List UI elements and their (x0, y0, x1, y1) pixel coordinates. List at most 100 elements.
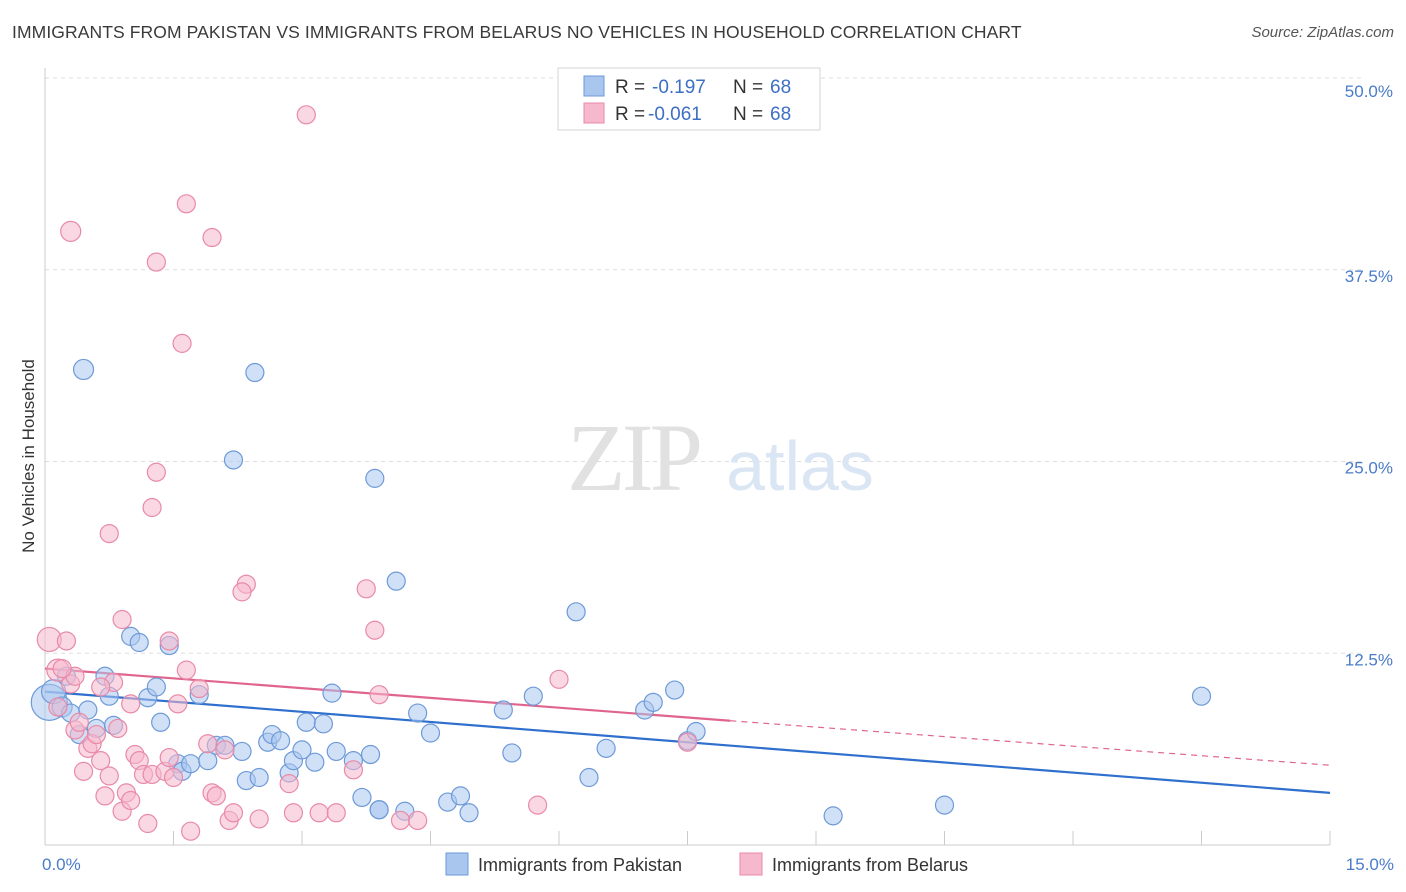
belarus-point-62 (365, 620, 385, 640)
belarus-point-58 (232, 582, 252, 602)
series-belarus (36, 105, 698, 841)
belarus-point-61 (159, 631, 179, 651)
pakistan-point-52 (596, 738, 616, 758)
belarus-point-2 (56, 631, 77, 651)
y-tick-label-2: 37.5% (1345, 267, 1393, 286)
belarus-point-49 (146, 252, 166, 272)
belarus-point-29 (189, 678, 209, 699)
y-axis-label: No Vehicles in Household (19, 359, 38, 553)
pakistan-point-24 (232, 741, 252, 762)
belarus-point-64 (48, 697, 68, 717)
pakistan-point-60 (72, 358, 95, 381)
pakistan-point-64 (386, 571, 406, 591)
belarus-point-45 (527, 795, 548, 815)
legend-n-value-pakistan: 68 (770, 77, 791, 98)
belarus-point-51 (202, 227, 222, 248)
legend-r-label-pakistan: R = (615, 77, 645, 98)
belarus-point-36 (249, 809, 269, 829)
belarus-point-66 (91, 677, 111, 697)
legend-n-label-belarus: N = (733, 104, 763, 125)
watermark: ZIP atlas (567, 404, 874, 511)
belarus-point-63 (52, 658, 72, 679)
x-tick-label-1: 15.0% (1346, 855, 1394, 874)
belarus-point-56 (99, 523, 119, 544)
belarus-point-60 (112, 609, 132, 630)
pakistan-point-15 (151, 712, 171, 732)
belarus-point-48 (60, 220, 82, 242)
pakistan-point-26 (249, 767, 269, 788)
pakistan-point-33 (296, 712, 316, 732)
belarus-point-14 (108, 718, 128, 739)
belarus-point-24 (159, 747, 179, 768)
legend-r-value-belarus: -0.061 (648, 104, 702, 125)
pakistan-point-46 (450, 786, 471, 806)
belarus-point-30 (198, 734, 218, 754)
belarus-point-52 (296, 105, 316, 125)
belarus-point-12 (99, 766, 119, 786)
belarus-point-50 (176, 194, 196, 214)
watermark-zip: ZIP (567, 404, 700, 511)
belarus-point-55 (142, 497, 162, 518)
chart-title: IMMIGRANTS FROM PAKISTAN VS IMMIGRANTS F… (12, 22, 1022, 42)
belarus-point-25 (163, 767, 184, 788)
belarus-point-27 (176, 660, 196, 680)
pakistan-point-43 (408, 703, 428, 723)
pakistan-point-50 (523, 686, 543, 706)
pakistan-point-61 (245, 362, 265, 383)
pakistan-point-66 (1191, 686, 1212, 706)
pakistan-point-36 (322, 683, 342, 703)
belarus-point-59 (356, 579, 376, 599)
pakistan-point-40 (360, 744, 381, 765)
pakistan-point-37 (326, 741, 346, 762)
pakistan-point-47 (459, 803, 479, 823)
belarus-point-28 (181, 821, 201, 841)
pakistan-point-51 (579, 767, 599, 788)
belarus-point-65 (69, 712, 89, 732)
legend-swatch-belarus (583, 102, 605, 124)
legend-swatch-pakistan (583, 75, 605, 97)
legend-r-value-pakistan: -0.197 (652, 77, 706, 98)
bottom-legend: Immigrants from Pakistan Immigrants from… (445, 852, 968, 876)
belarus-point-10 (91, 751, 111, 771)
belarus-point-37 (279, 774, 299, 794)
belarus-point-6 (73, 761, 94, 781)
legend-n-label-pakistan: N = (733, 77, 763, 98)
bottom-legend-label-pakistan: Immigrants from Pakistan (478, 855, 682, 875)
belarus-point-67 (121, 694, 141, 714)
belarus-point-41 (343, 760, 363, 780)
tick-labels: 12.5% 25.0% 37.5% 50.0% 0.0% 15.0% (42, 82, 1394, 874)
grid-lines (45, 77, 1365, 654)
belarus-point-17 (121, 790, 141, 811)
trend-line-dashed-belarus (730, 720, 1331, 766)
bottom-legend-label-belarus: Immigrants from Belarus (772, 855, 968, 875)
source-label: Source: ZipAtlas.com (1251, 24, 1394, 41)
belarus-point-42 (369, 685, 389, 705)
pakistan-point-29 (270, 731, 291, 751)
pakistan-point-19 (181, 754, 201, 774)
belarus-point-35 (223, 803, 244, 823)
belarus-point-32 (206, 786, 226, 806)
belarus-point-33 (215, 740, 235, 760)
pakistan-point-32 (292, 740, 312, 760)
pakistan-point-58 (823, 806, 843, 826)
pakistan-point-14 (146, 677, 166, 697)
belarus-point-47 (677, 732, 698, 752)
legend-r-label-belarus: R = (615, 104, 645, 125)
belarus-point-53 (172, 333, 192, 353)
y-tick-label-0: 12.5% (1345, 650, 1393, 669)
belarus-point-54 (146, 462, 166, 482)
pakistan-point-49 (502, 743, 522, 763)
belarus-point-26 (168, 694, 188, 714)
y-tick-label-1: 25.0% (1345, 459, 1393, 478)
legend-n-value-belarus: 68 (770, 104, 791, 125)
belarus-point-43 (390, 810, 411, 831)
belarus-point-44 (408, 810, 428, 831)
pakistan-point-34 (305, 752, 325, 772)
data-points (30, 105, 1212, 841)
bottom-legend-swatch-pakistan (445, 852, 469, 876)
legend-box: R = -0.197 N = 68 R = -0.061 N = 68 (557, 67, 821, 131)
y-tick-label-3: 50.0% (1345, 82, 1393, 101)
pakistan-point-12 (129, 632, 149, 653)
pakistan-point-55 (665, 680, 685, 700)
